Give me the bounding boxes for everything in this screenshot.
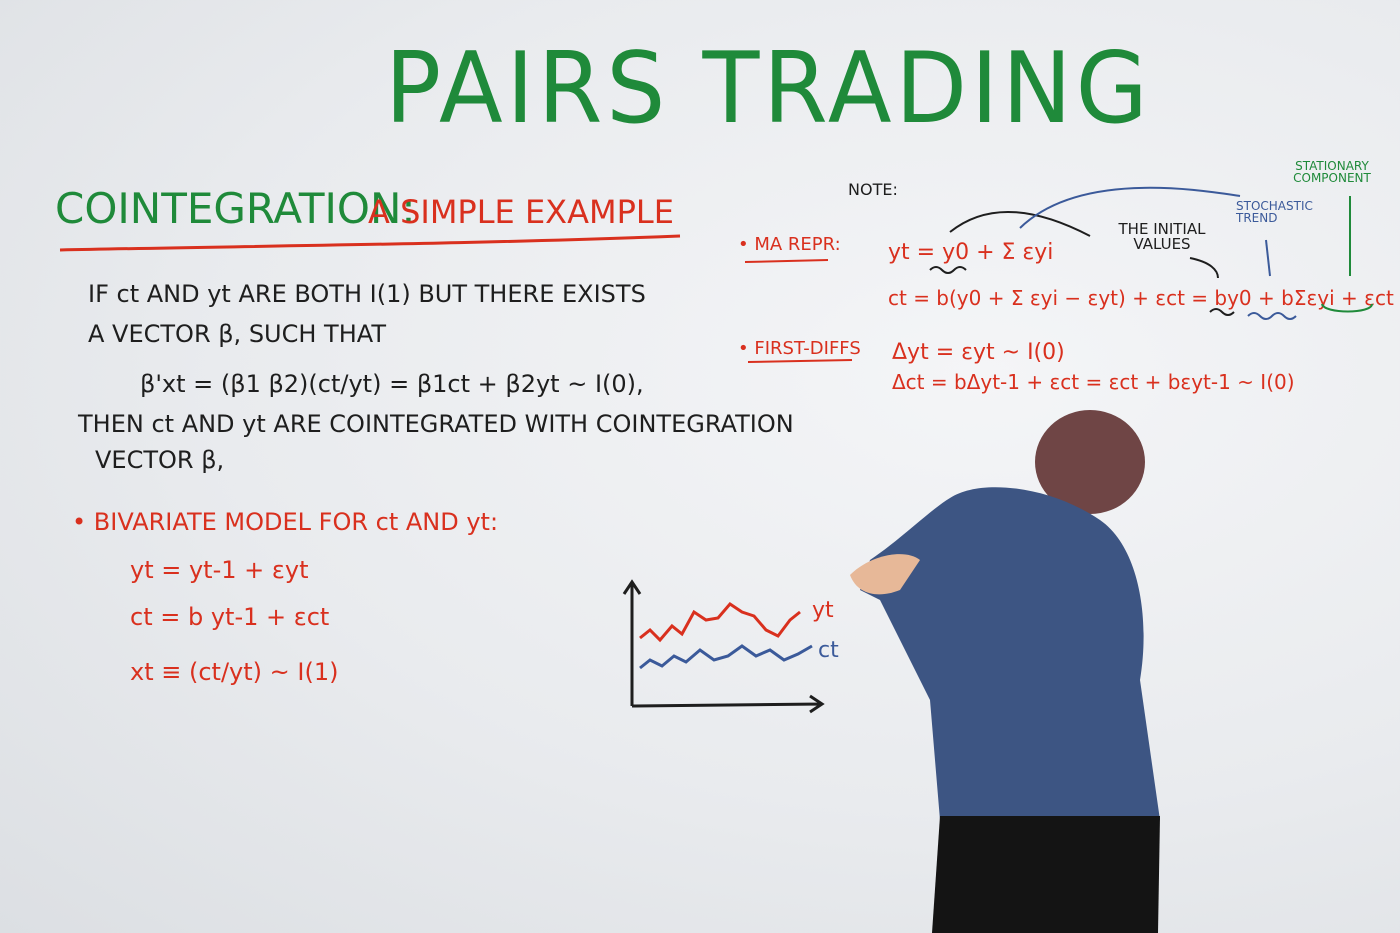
ma-underline [744,259,829,263]
person-pants [932,816,1160,933]
model-equation-3: xt ≡ (ct/yt) ~ I(1) [130,658,339,686]
person-shirt [860,487,1160,820]
stationary-bracket [1321,303,1373,313]
sketch-x-axis [631,694,825,714]
initial-values-arrow [949,210,1091,237]
ma-equation-2: ct = b(y0 + Σ εyi − εyt) + εct = by0 + b… [888,286,1400,310]
definition-line-3: THEN ct AND yt ARE COINTEGRATED WITH COI… [78,410,794,438]
person-head [1035,410,1145,514]
definition-line-4: VECTOR β, [95,446,225,474]
subtitle-underline [59,234,681,252]
definition-line-1: IF ct AND yt ARE BOTH I(1) BUT THERE EXI… [88,280,646,308]
first-diffs-equation-2: Δct = bΔyt-1 + εct = εct + bεyt-1 ~ I(0) [892,370,1295,394]
stochastic-trend-label: STOCHASTIC TREND [1236,199,1313,225]
by0-squiggle [1209,308,1235,316]
initial-values-label: THE INITIAL VALUES [1118,220,1206,253]
note-label: NOTE: [848,180,898,199]
stationary-component-label: STATIONARY COMPONENT [1293,159,1371,185]
sum-squiggle [1247,312,1297,320]
first-diffs-label: • FIRST-DIFFS [738,338,861,359]
stochastic-trend-arrow [1019,186,1241,229]
definition-equation: β'xt = (β1 β2)(ct/yt) = β1ct + β2yt ~ I(… [140,370,644,398]
fd-underline [747,359,853,363]
sketch-series-y [639,602,801,643]
section-heading: COINTEGRATION: [55,184,416,233]
model-heading: • BIVARIATE MODEL FOR ct AND yt: [72,508,499,536]
first-diffs-equation-1: Δyt = εyt ~ I(0) [892,340,1065,365]
definition-line-2: A VECTOR β, SUCH THAT [88,320,386,348]
ma-repr-label: • MA REPR: [738,234,841,255]
sketch-label-y: yt [812,598,834,623]
model-equation-2: ct = b yt-1 + εct [130,603,330,631]
ma-equation-1: yt = y0 + Σ εyi [888,240,1054,265]
sketch-label-c: ct [818,638,839,663]
stochastic-trend-pointer [1265,239,1271,277]
y0-squiggle [929,266,967,274]
person-arm [850,554,920,595]
board-title: PAIRS TRADING [385,32,1152,146]
sketch-series-c [639,644,813,670]
model-equation-1: yt = yt-1 + εyt [130,556,309,584]
sketch-y-axis [622,579,642,706]
initial-values-arrow-2 [1189,257,1219,279]
section-subheading: A SIMPLE EXAMPLE [368,193,674,231]
